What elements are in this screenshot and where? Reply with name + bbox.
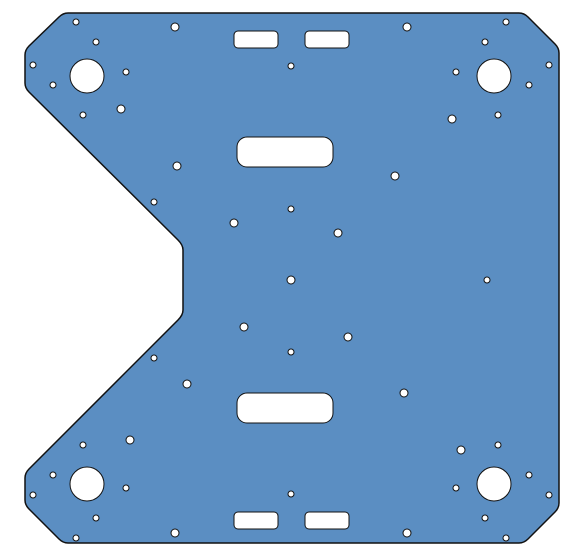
small-hole: [239, 322, 249, 332]
small-hole: [116, 104, 126, 114]
small-hole: [72, 18, 80, 26]
small-hole: [502, 18, 510, 26]
small-hole: [494, 441, 502, 449]
large-mounting-hole: [69, 58, 105, 94]
small-hole: [525, 81, 533, 89]
small-hole: [390, 171, 400, 181]
small-hole: [402, 22, 412, 32]
small-hole: [287, 62, 295, 70]
small-hole: [79, 111, 87, 119]
small-hole: [150, 354, 158, 362]
small-slot: [233, 30, 279, 49]
small-hole: [452, 484, 460, 492]
small-hole: [545, 61, 553, 69]
small-hole: [49, 81, 57, 89]
small-hole: [229, 218, 239, 228]
small-hole: [49, 471, 57, 479]
small-hole: [150, 198, 158, 206]
small-slot: [304, 511, 350, 530]
small-hole: [494, 111, 502, 119]
small-hole: [456, 445, 466, 455]
small-hole: [170, 528, 180, 538]
small-hole: [545, 491, 553, 499]
small-hole: [502, 534, 510, 542]
small-hole: [122, 68, 130, 76]
small-hole: [447, 114, 457, 124]
large-slot: [236, 136, 334, 168]
small-hole: [483, 276, 491, 284]
small-hole: [399, 388, 409, 398]
small-hole: [122, 484, 130, 492]
small-hole: [402, 528, 412, 538]
small-hole: [481, 514, 489, 522]
small-hole: [79, 441, 87, 449]
small-hole: [333, 228, 343, 238]
small-hole: [286, 275, 296, 285]
small-hole: [287, 490, 295, 498]
large-mounting-hole: [476, 58, 512, 94]
small-hole: [125, 435, 135, 445]
small-hole: [525, 471, 533, 479]
small-hole: [29, 61, 37, 69]
large-mounting-hole: [476, 466, 512, 502]
small-hole: [170, 22, 180, 32]
small-hole: [92, 514, 100, 522]
small-hole: [287, 348, 295, 356]
small-slot: [304, 30, 350, 49]
small-hole: [343, 332, 353, 342]
small-hole: [172, 161, 182, 171]
large-mounting-hole: [69, 466, 105, 502]
small-slot: [233, 511, 279, 530]
small-hole: [452, 68, 460, 76]
small-hole: [29, 491, 37, 499]
small-hole: [72, 534, 80, 542]
small-hole: [481, 38, 489, 46]
large-slot: [236, 392, 334, 424]
cutouts: [29, 18, 553, 542]
small-hole: [182, 379, 192, 389]
small-hole: [287, 205, 295, 213]
small-hole: [92, 38, 100, 46]
